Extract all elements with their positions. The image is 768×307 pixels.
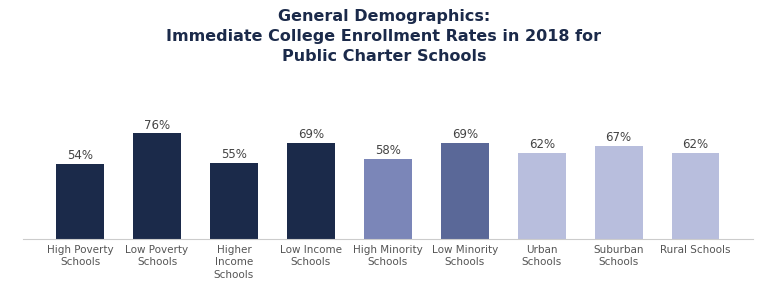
Text: 58%: 58% <box>375 144 401 157</box>
Text: 76%: 76% <box>144 119 170 132</box>
Text: 62%: 62% <box>528 138 554 151</box>
Text: 55%: 55% <box>221 148 247 161</box>
Bar <box>287 143 335 239</box>
Text: 62%: 62% <box>683 138 709 151</box>
Bar <box>672 153 720 239</box>
Bar <box>364 158 412 239</box>
Text: 69%: 69% <box>452 129 478 142</box>
Bar <box>56 164 104 239</box>
Text: 67%: 67% <box>606 131 632 144</box>
Bar <box>210 163 258 239</box>
Bar <box>595 146 643 239</box>
Text: 69%: 69% <box>298 129 324 142</box>
Bar <box>133 134 180 239</box>
Bar <box>441 143 488 239</box>
Text: General Demographics:
Immediate College Enrollment Rates in 2018 for
Public Char: General Demographics: Immediate College … <box>167 9 601 64</box>
Bar <box>518 153 565 239</box>
Text: 54%: 54% <box>67 150 93 162</box>
